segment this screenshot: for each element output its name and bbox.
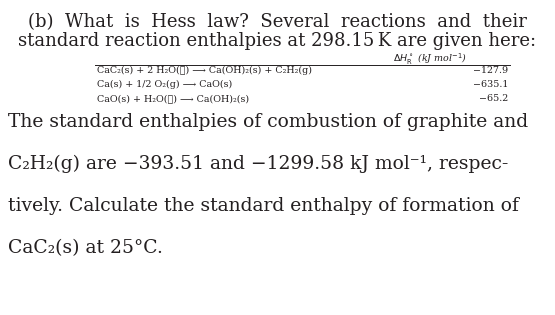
Text: −635.1: −635.1 (473, 80, 508, 89)
Text: CaC₂(s) at 25°C.: CaC₂(s) at 25°C. (8, 239, 163, 257)
Text: $\Delta H_\mathrm{R}^\circ$ (kJ mol$^{-1}$): $\Delta H_\mathrm{R}^\circ$ (kJ mol$^{-1… (393, 52, 467, 67)
Text: The standard enthalpies of combustion of graphite and: The standard enthalpies of combustion of… (8, 113, 528, 131)
Text: C₂H₂(g) are −393.51 and −1299.58 kJ mol⁻¹, respec-: C₂H₂(g) are −393.51 and −1299.58 kJ mol⁻… (8, 155, 508, 173)
Text: −127.9: −127.9 (473, 66, 508, 75)
Text: CaC₂(s) + 2 H₂O(ℓ) ⟶ Ca(OH)₂(s) + C₂H₂(g): CaC₂(s) + 2 H₂O(ℓ) ⟶ Ca(OH)₂(s) + C₂H₂(g… (97, 66, 312, 75)
Text: (b)  What  is  Hess  law?  Several  reactions  and  their: (b) What is Hess law? Several reactions … (28, 13, 527, 31)
Text: standard reaction enthalpies at 298.15 K are given here:: standard reaction enthalpies at 298.15 K… (18, 32, 537, 50)
Text: CaO(s) + H₂O(ℓ) ⟶ Ca(OH)₂(s): CaO(s) + H₂O(ℓ) ⟶ Ca(OH)₂(s) (97, 94, 249, 103)
Text: tively. Calculate the standard enthalpy of formation of: tively. Calculate the standard enthalpy … (8, 197, 519, 215)
Text: Ca(s) + 1/2 O₂(g) ⟶ CaO(s): Ca(s) + 1/2 O₂(g) ⟶ CaO(s) (97, 80, 232, 89)
Text: −65.2: −65.2 (479, 94, 508, 103)
